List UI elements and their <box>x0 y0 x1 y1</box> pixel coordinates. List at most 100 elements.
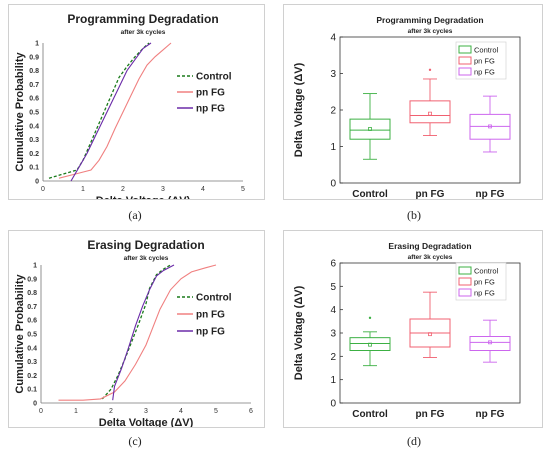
y-tick-label: 5 <box>330 282 336 293</box>
x-tick-label: 3 <box>144 408 148 415</box>
y-tick-label: 0.9 <box>29 54 39 61</box>
chart-subtitle: after 3k cycles <box>408 28 453 35</box>
series-line-control <box>48 42 150 179</box>
caption-a: (a) <box>128 208 142 222</box>
legend-label: np FG <box>196 327 225 338</box>
legend-label: Control <box>196 72 232 83</box>
x-tick-label: 5 <box>241 186 245 193</box>
caption-c: (c) <box>128 434 142 448</box>
legend-swatch <box>458 45 472 54</box>
y-tick-label: 0.7 <box>29 82 39 89</box>
panel-a: Programming Degradation after 3k cycles 0 0… <box>8 4 265 207</box>
x-tick-label: 1 <box>74 408 78 415</box>
y-tick-label: 0.4 <box>27 345 37 352</box>
x-tick-label: 6 <box>249 408 253 415</box>
y-tick-label: 1 <box>330 375 336 386</box>
chart-d: Erasing Degradation after 3k cycles 0 1 2 3 4 5… <box>293 241 521 420</box>
box-pn-fg <box>409 100 451 124</box>
y-tick-label: 1 <box>330 142 336 153</box>
mean-marker <box>488 124 492 129</box>
legend-label: Control <box>196 293 232 304</box>
series-line-pn-fg <box>58 42 172 179</box>
mean-marker <box>368 127 372 131</box>
y-tick-label: 0.1 <box>27 387 37 394</box>
caption-d: (d) <box>407 434 421 448</box>
chart-title: Erasing Degradation <box>388 241 471 251</box>
chart-subtitle: after 3k cycles <box>124 255 169 262</box>
x-tick-label: 0 <box>39 408 43 415</box>
y-tick-label: 2 <box>330 352 336 363</box>
outlier-point <box>368 316 372 320</box>
y-tick-label: 0 <box>33 401 37 408</box>
x-category-label: np FG <box>476 409 505 420</box>
y-tick-label: 0.8 <box>29 68 39 75</box>
y-tick-label: 0.6 <box>27 318 37 325</box>
y-tick-label: 0.7 <box>27 304 37 311</box>
legend-box <box>455 262 507 301</box>
legend-box <box>455 41 507 80</box>
x-tick-label: 1 <box>81 186 85 193</box>
x-tick-label: 4 <box>201 186 205 193</box>
mean-marker <box>428 332 432 337</box>
y-tick-label: 0 <box>330 179 336 190</box>
legend-label: Control <box>474 46 499 55</box>
y-tick-label: 1 <box>35 41 39 48</box>
outlier-point <box>428 68 432 72</box>
y-axis-label: Delta Voltage (ΔV) <box>293 285 305 380</box>
legend-swatch <box>458 266 472 275</box>
chart-subtitle: after 3k cycles <box>121 29 166 36</box>
series-line-np-fg <box>70 42 152 182</box>
y-tick-label: 6 <box>330 259 336 270</box>
mean-marker <box>368 342 372 347</box>
legend-swatch <box>458 288 472 297</box>
legend-label: np FG <box>196 104 225 115</box>
legend-label: pn FG <box>196 88 225 99</box>
x-axis-label: Delta Voltage (ΔV) <box>96 195 191 199</box>
mean-marker <box>428 111 432 116</box>
box-control <box>349 337 391 351</box>
box-control <box>349 118 391 140</box>
legend-swatch <box>458 67 472 76</box>
x-category-label: Control <box>352 409 388 420</box>
series-line-pn-fg <box>58 264 217 401</box>
panel-d: Erasing Degradation after 3k cycles 0 1 2 3 4 5… <box>283 230 543 428</box>
legend-label: pn FG <box>474 57 495 66</box>
y-tick-label: 0.4 <box>29 123 39 130</box>
chart-title: Programming Degradation <box>376 15 483 25</box>
legend-label: Control <box>474 267 499 276</box>
chart-title: Erasing Degradation <box>87 238 204 252</box>
y-tick-label: 0.3 <box>29 137 39 144</box>
y-tick-label: 0.2 <box>27 373 37 380</box>
x-tick-label: 4 <box>179 408 183 415</box>
y-axis-label: Cumulative Probability <box>14 52 26 172</box>
x-tick-label: 3 <box>161 186 165 193</box>
x-category-label: pn FG <box>416 189 445 199</box>
y-tick-label: 0.1 <box>29 165 39 172</box>
x-tick-label: 2 <box>109 408 113 415</box>
x-tick-label: 0 <box>41 186 45 193</box>
chart-title: Programming Degradation <box>67 12 218 26</box>
legend-swatch <box>458 277 472 286</box>
x-category-label: pn FG <box>416 409 445 420</box>
y-tick-label: 2 <box>330 106 336 117</box>
y-axis-label: Delta Voltage (ΔV) <box>293 62 305 157</box>
x-tick-label: 2 <box>121 186 125 193</box>
x-category-label: Control <box>352 189 388 199</box>
y-axis-label: Cumulative Probability <box>14 274 26 394</box>
y-tick-label: 0.6 <box>29 96 39 103</box>
y-tick-label: 0.9 <box>27 276 37 283</box>
chart-b: Programming Degradation after 3k cycles 0 1… <box>293 15 521 200</box>
y-tick-label: 0.5 <box>27 332 37 339</box>
x-category-label: np FG <box>476 189 505 199</box>
legend-swatch <box>458 56 472 65</box>
y-tick-label: 0 <box>330 399 336 410</box>
chart-c: Erasing Degradation after 3k cycles 0 0.1 0.… <box>14 238 253 429</box>
y-tick-label: 0.3 <box>27 359 37 366</box>
y-tick-label: 1 <box>33 263 37 270</box>
y-tick-label: 3 <box>330 329 336 340</box>
mean-marker <box>488 340 492 345</box>
y-tick-label: 0.8 <box>27 290 37 297</box>
x-axis-label: Delta Voltage (ΔV) <box>99 417 194 427</box>
caption-b: (b) <box>407 208 421 222</box>
legend-label: pn FG <box>196 310 225 321</box>
